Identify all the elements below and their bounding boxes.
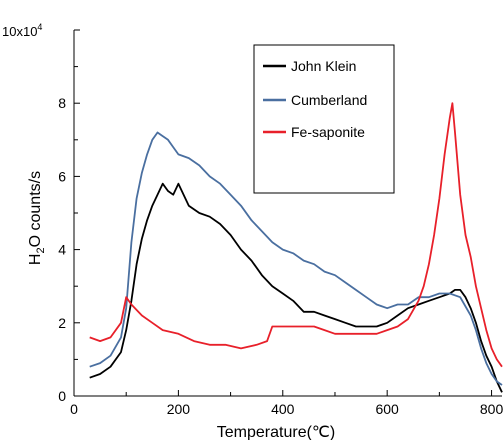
y-tick-label: 6 <box>58 168 66 184</box>
y-tick-label: 0 <box>58 388 66 404</box>
legend-label-fe-saponite: Fe-saponite <box>291 124 365 140</box>
x-axis-title: Temperature(℃) <box>217 424 335 440</box>
x-tick-label: 0 <box>70 401 78 417</box>
x-tick-label: 200 <box>167 401 191 417</box>
legend-label-cumberland: Cumberland <box>291 92 367 108</box>
x-tick-label: 800 <box>480 401 504 417</box>
legend-label-john-klein: John Klein <box>291 58 356 74</box>
legend: John Klein Cumberland Fe-saponite <box>253 44 395 194</box>
y-axis-title: H2O counts/s <box>27 171 47 265</box>
y-multiplier-label: 10x104 <box>2 22 42 39</box>
series-line-john-klein <box>89 182 503 393</box>
plot-area <box>89 102 503 393</box>
y-tick-label: 8 <box>58 95 66 111</box>
ticks: 0 2 4 6 8 0 200 400 600 800 <box>58 29 504 417</box>
y-tick-label: 4 <box>58 242 66 258</box>
series-line-fe-saponite <box>89 102 503 368</box>
x-tick-label: 400 <box>271 401 295 417</box>
series-line-cumberland <box>89 131 503 386</box>
y-tick-label: 2 <box>58 315 66 331</box>
x-tick-label: 600 <box>375 401 399 417</box>
legend-box <box>253 44 395 194</box>
